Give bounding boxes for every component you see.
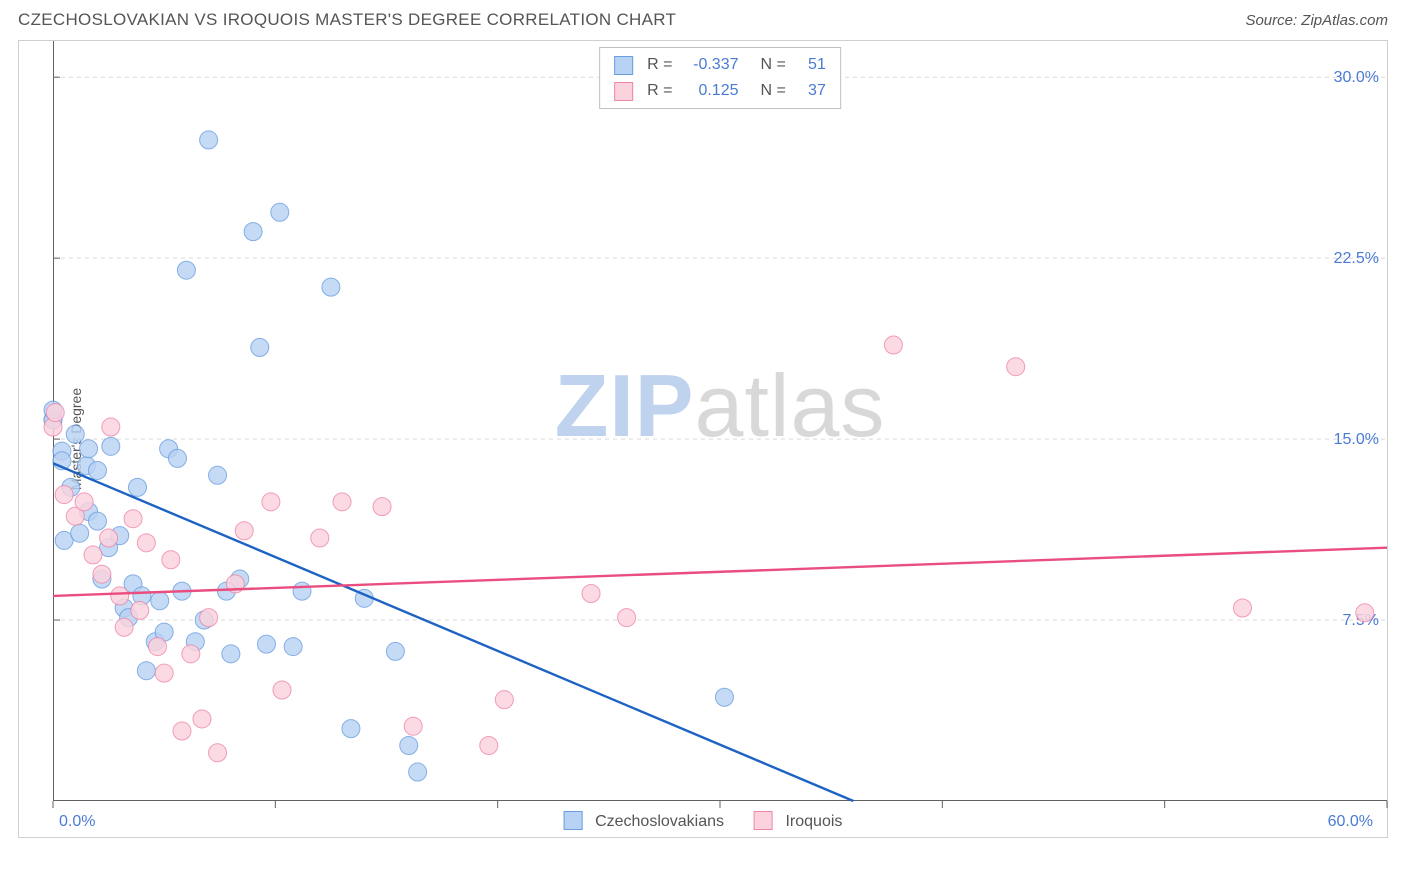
data-point [373,498,391,516]
data-point [235,522,253,540]
data-point [169,449,187,467]
data-point [182,645,200,663]
correlation-legend: R = -0.337 N = 51 R = 0.125 N = 37 [599,47,841,109]
legend-swatch [564,811,583,830]
data-point [84,546,102,564]
data-point [131,601,149,619]
data-point [193,710,211,728]
legend-n-label: N = [761,78,786,104]
data-point [88,461,106,479]
data-point [115,618,133,636]
data-point [124,510,142,528]
legend-swatch [754,811,773,830]
data-point [162,551,180,569]
data-point [884,336,902,354]
data-point [1356,604,1374,622]
data-point [222,645,240,663]
data-point [111,587,129,605]
legend-item: Iroquois [754,811,842,831]
data-point [1007,358,1025,376]
y-tick-label: 22.5% [1334,250,1379,267]
legend-r-label: R = [647,52,672,78]
plot-area: 7.5%15.0%22.5%30.0% ZIPatlas R = -0.337 … [53,41,1387,801]
x-axis-max-label: 60.0% [1328,813,1373,831]
data-point [618,609,636,627]
data-point [100,529,118,547]
data-point [1233,599,1251,617]
data-point [148,638,166,656]
legend-series-name: Iroquois [785,813,842,830]
data-point [284,638,302,656]
data-point [80,440,98,458]
data-point [262,493,280,511]
data-point [311,529,329,547]
data-point [71,524,89,542]
data-point [293,582,311,600]
series-legend: Czechoslovakians Iroquois [564,811,843,831]
data-point [333,493,351,511]
chart-container: Master's Degree 7.5%15.0%22.5%30.0% ZIPa… [18,40,1388,838]
data-point [480,737,498,755]
data-point [257,635,275,653]
legend-r-label: R = [647,78,672,104]
data-point [66,425,84,443]
data-point [244,223,262,241]
data-point [173,722,191,740]
x-axis-min-label: 0.0% [59,813,95,831]
data-point [386,642,404,660]
data-point [404,717,422,735]
data-point [93,565,111,583]
legend-swatch [614,82,633,101]
y-tick-label: 30.0% [1334,69,1379,86]
legend-swatch [614,56,633,75]
data-point [177,261,195,279]
y-tick-label: 15.0% [1334,431,1379,448]
data-point [75,493,93,511]
data-point [271,203,289,221]
legend-r-value: 0.125 [679,78,739,104]
data-point [200,131,218,149]
data-point [400,737,418,755]
data-point [582,585,600,603]
data-point [46,404,64,422]
legend-series-name: Czechoslovakians [595,813,724,830]
data-point [409,763,427,781]
data-point [137,662,155,680]
data-point [137,534,155,552]
data-point [128,478,146,496]
plot-svg: 7.5%15.0%22.5%30.0% [53,41,1387,801]
data-point [155,664,173,682]
trend-line [53,548,1387,596]
data-point [102,418,120,436]
data-point [251,338,269,356]
data-point [88,512,106,530]
legend-n-value: 51 [792,52,826,78]
data-point [151,592,169,610]
legend-r-value: -0.337 [679,52,739,78]
data-point [200,609,218,627]
data-point [715,688,733,706]
source-label: Source: ZipAtlas.com [1245,12,1388,29]
data-point [342,720,360,738]
data-point [495,691,513,709]
data-point [322,278,340,296]
chart-title: CZECHOSLOVAKIAN VS IROQUOIS MASTER'S DEG… [18,10,676,30]
data-point [102,437,120,455]
legend-item: Czechoslovakians [564,811,724,831]
legend-row: R = 0.125 N = 37 [614,78,826,104]
legend-n-label: N = [761,52,786,78]
data-point [209,744,227,762]
data-point [273,681,291,699]
data-point [55,486,73,504]
data-point [209,466,227,484]
legend-n-value: 37 [792,78,826,104]
legend-row: R = -0.337 N = 51 [614,52,826,78]
